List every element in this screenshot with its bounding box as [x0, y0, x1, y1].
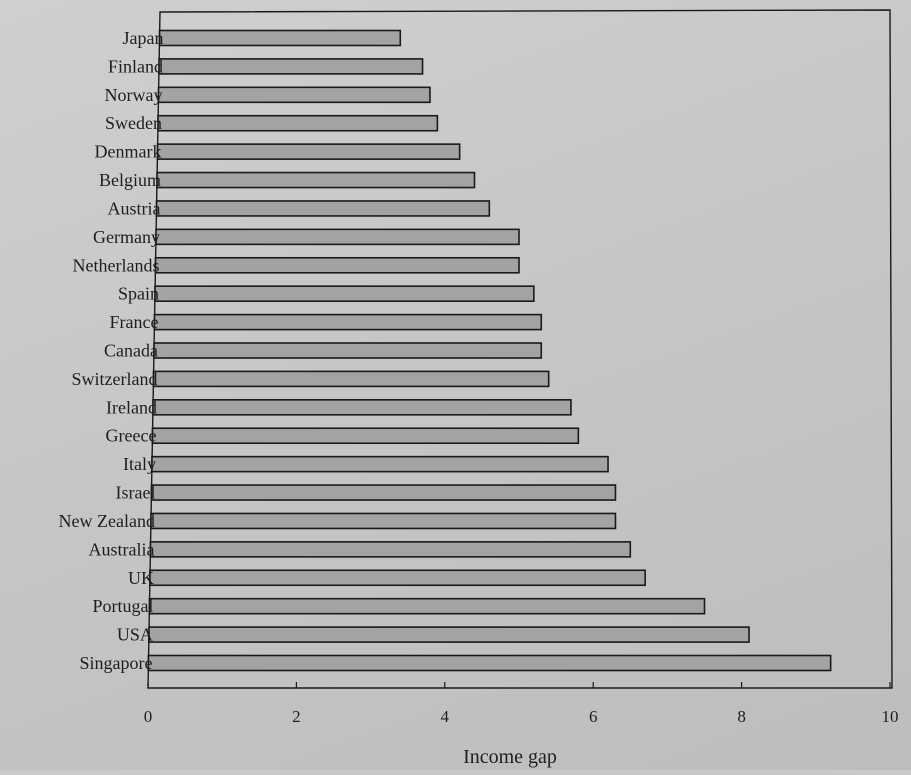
bar-canada	[153, 342, 543, 359]
bar-france	[153, 313, 543, 331]
bar-greece	[151, 427, 580, 445]
bar-netherlands	[154, 256, 520, 274]
bar-germany	[155, 228, 520, 246]
category-labels: Japan Finland Norway Sweden Denmark Belgium Au…	[59, 28, 164, 673]
bar-usa	[148, 626, 750, 643]
bar-norway	[157, 86, 431, 104]
category-label: Italy	[123, 454, 156, 474]
x-tick-label: 8	[737, 707, 746, 726]
category-label: Canada	[104, 341, 158, 361]
category-label: France	[110, 312, 159, 332]
x-axis-ticks: 0 2 4 6 8 10	[144, 682, 899, 726]
category-label: Singapore	[79, 653, 152, 673]
bar-switzerland	[152, 370, 550, 388]
bar-sweden	[157, 114, 439, 132]
category-label: Austria	[108, 198, 161, 218]
category-label: Belgium	[99, 170, 161, 190]
category-label: Greece	[106, 426, 157, 446]
bar-israel	[150, 484, 617, 501]
x-tick-label: 6	[589, 707, 598, 726]
category-label: New Zealand	[59, 511, 155, 531]
bar-singapore	[147, 654, 832, 672]
bar-belgium	[156, 171, 476, 189]
category-label: Finland	[108, 56, 163, 76]
x-tick-label: 2	[292, 707, 301, 726]
category-label: Spain	[118, 284, 159, 304]
bar-austria	[155, 200, 491, 217]
bar-italy	[151, 455, 609, 473]
bar-australia	[149, 541, 632, 558]
bar-portugal	[148, 597, 706, 615]
category-label: Switzerland	[72, 369, 158, 389]
bar-uk	[149, 569, 646, 587]
category-label: Germany	[93, 227, 160, 247]
bar-japan	[158, 29, 402, 47]
bar-finland	[158, 58, 424, 75]
bars	[147, 29, 832, 672]
x-tick-label: 10	[882, 707, 899, 726]
category-label: Australia	[88, 539, 154, 559]
category-label: Israel	[115, 483, 155, 503]
bar-ireland	[152, 399, 572, 416]
category-label: Norway	[105, 85, 163, 105]
category-label: Denmark	[95, 142, 162, 162]
x-tick-label: 4	[441, 707, 450, 726]
category-label: USA	[117, 625, 153, 645]
bar-new-zealand	[150, 512, 617, 530]
x-axis-title: Income gap	[463, 746, 557, 768]
category-label: Japan	[123, 28, 164, 48]
x-tick-label: 0	[144, 707, 153, 726]
bar-spain	[154, 285, 535, 302]
category-label: UK	[128, 568, 154, 588]
category-label: Sweden	[105, 113, 162, 133]
category-label: Netherlands	[73, 255, 160, 275]
category-label: Ireland	[106, 397, 157, 417]
bar-denmark	[156, 143, 461, 160]
category-label: Portugal	[92, 596, 153, 616]
